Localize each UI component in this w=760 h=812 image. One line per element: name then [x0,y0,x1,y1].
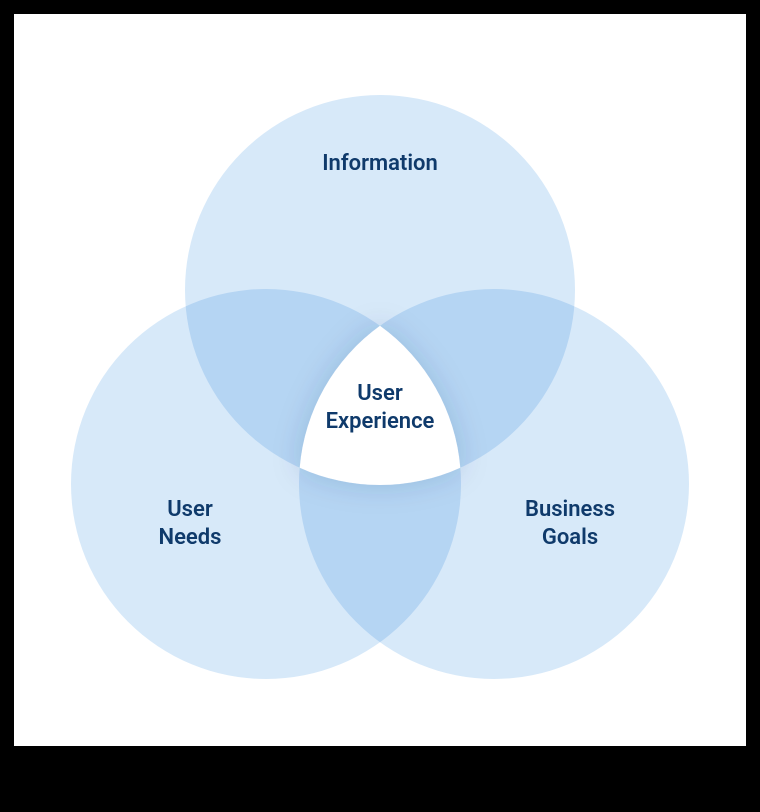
venn-label-business-goals: Business Goals [450,496,690,551]
venn-circle-business-goals [299,289,689,679]
diagram-frame: Information User Needs Business Goals Us… [14,14,746,746]
venn-label-user-needs: User Needs [70,496,310,551]
venn-label-center: User Experience [295,380,465,435]
venn-diagram: Information User Needs Business Goals Us… [14,14,746,746]
venn-label-information: Information [260,150,500,178]
